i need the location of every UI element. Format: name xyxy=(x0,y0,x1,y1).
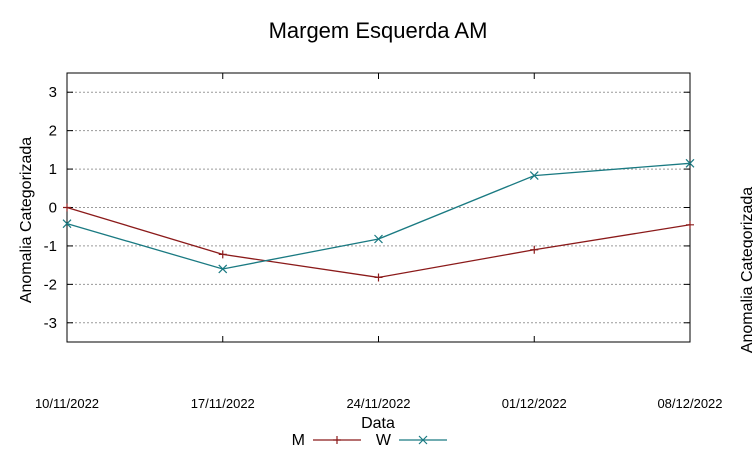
y-tick-label: 1 xyxy=(49,161,57,178)
legend-item-w: W xyxy=(376,432,447,449)
data-point xyxy=(685,158,695,168)
y-axis-label: Anomalia Categorizada xyxy=(18,137,35,303)
x-axis: 10/11/2022 17/11/2022 24/11/2022 01/12/2022… xyxy=(35,73,723,411)
legend-item-m: M xyxy=(292,432,361,449)
y-tick-label: -1 xyxy=(44,238,57,255)
x-tick-label: 01/12/2022 xyxy=(502,396,567,411)
x-tick-label: 17/11/2022 xyxy=(191,396,255,411)
data-point xyxy=(529,171,539,181)
series-layer xyxy=(62,158,695,282)
data-point xyxy=(218,264,228,274)
data-point xyxy=(686,220,694,229)
y-tick-label: -2 xyxy=(44,276,57,293)
series-line xyxy=(66,206,691,279)
series-m xyxy=(63,203,694,282)
y-tick-label: 0 xyxy=(49,200,57,217)
series-w xyxy=(62,158,695,274)
y-tick-label: 3 xyxy=(49,84,57,101)
data-point xyxy=(218,250,227,259)
data-point xyxy=(418,435,428,445)
legend-label: W xyxy=(376,432,392,449)
data-point xyxy=(333,436,341,444)
data-point xyxy=(63,203,71,212)
data-point xyxy=(62,219,72,229)
y-tick-label: -3 xyxy=(44,315,57,332)
data-point xyxy=(530,245,539,254)
x-tick-label: 10/11/2022 xyxy=(35,396,99,411)
x-axis-label: Data xyxy=(361,415,395,432)
y-tick-label: 2 xyxy=(49,123,57,140)
data-point xyxy=(374,273,383,282)
legend-label: M xyxy=(292,432,305,449)
y-axis-label-cut: Anomalia Categorizada xyxy=(739,187,753,353)
y-axis: 3 2 1 0 -1 -2 -3 xyxy=(44,84,690,332)
x-tick-label: 08/12/2022 xyxy=(657,396,722,411)
chart-title: Margem Esquerda AM xyxy=(269,18,488,43)
x-tick-label: 24/11/2022 xyxy=(346,396,410,411)
grid-layer xyxy=(67,91,690,324)
series-line xyxy=(66,162,691,270)
data-point xyxy=(374,234,383,244)
